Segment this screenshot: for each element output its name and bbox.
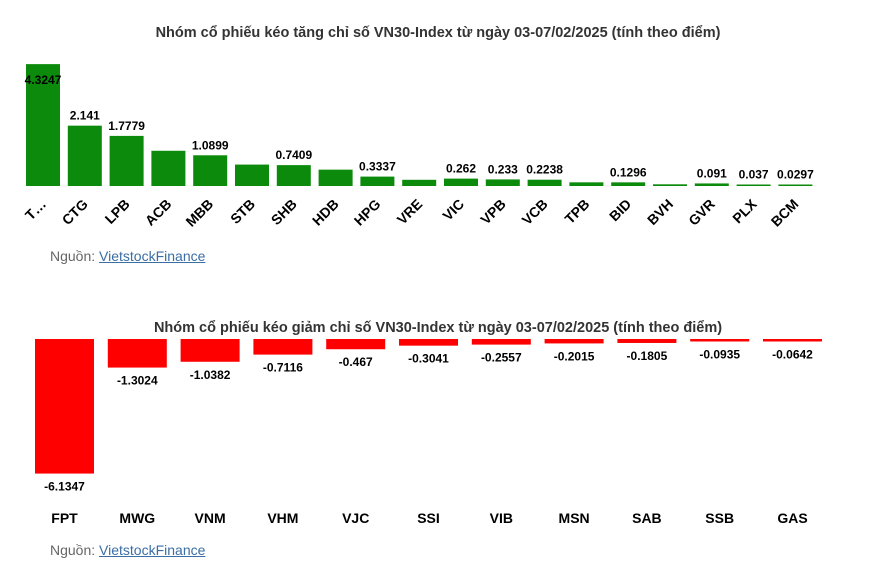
category-label: T… [22, 196, 49, 223]
value-label: 0.1296 [610, 165, 647, 179]
value-label: 0.037 [739, 168, 769, 182]
bar-vib-down [471, 339, 531, 345]
category-label: BVH [644, 196, 676, 228]
decrease-chart-title: Nhóm cổ phiếu kéo giảm chỉ số VN30-Index… [153, 320, 723, 336]
category-label: ACB [142, 196, 175, 229]
bar-mwg-down [107, 339, 167, 368]
category-label: VRE [394, 196, 426, 228]
bar-vjc-down [326, 339, 386, 350]
value-label: -0.2557 [481, 351, 522, 365]
bar-bcm-up [778, 184, 813, 186]
increase-chart-svg: 4.3247 T… 2.141 CTG 1.7779 LPB ACB 1.0899 MBB STB… [22, 64, 814, 230]
category-label: VIB [490, 510, 513, 526]
category-label: VIC [439, 196, 467, 224]
increase-chart: Nhóm cổ phiếu kéo tăng chỉ số VN30-Index… [0, 0, 876, 280]
category-label: TPB [561, 196, 592, 227]
bar-shb-up [276, 165, 311, 186]
value-label: -0.1805 [627, 349, 668, 363]
category-label: SSI [417, 510, 440, 526]
value-label: 2.141 [70, 109, 100, 123]
bar-ssb-down [690, 339, 750, 342]
value-label: 1.7779 [108, 119, 145, 133]
bar-mbb-up [193, 155, 228, 186]
bar-lpb-up [109, 135, 144, 186]
category-label: HDB [309, 196, 342, 229]
category-label: SSB [705, 510, 734, 526]
category-label: SHB [268, 196, 300, 228]
category-label: FPT [51, 510, 78, 526]
bar-hdb-up [318, 169, 353, 186]
increase-chart-title: Nhóm cổ phiếu kéo tăng chỉ số VN30-Index… [155, 25, 721, 41]
value-label: 1.0899 [192, 138, 229, 152]
category-label: VCB [519, 196, 551, 228]
decrease-chart: Nhóm cổ phiếu kéo giảm chỉ số VN30-Index… [0, 280, 876, 570]
category-label: MWG [119, 510, 155, 526]
decrease-source: Nguồn: VietstockFinance [50, 542, 205, 558]
bar-sab-down [617, 339, 677, 343]
value-label: 0.233 [488, 162, 518, 176]
increase-source: Nguồn: VietstockFinance [50, 248, 205, 264]
value-label: 0.2238 [526, 163, 563, 177]
value-label: -0.467 [339, 355, 373, 369]
bar-vhm-down [253, 339, 313, 355]
bar-msn-down [544, 339, 604, 344]
category-label: BCM [768, 196, 802, 230]
category-label: MBB [182, 196, 216, 230]
category-label: CTG [59, 196, 91, 228]
bar-vpb-up [485, 179, 520, 186]
value-label: -1.3024 [117, 374, 158, 388]
value-label: -1.0382 [190, 368, 231, 382]
bar-gvr-up [694, 183, 729, 186]
category-label: LPB [102, 196, 133, 227]
bar-gas-down [763, 339, 822, 342]
category-label: PLX [729, 195, 760, 226]
value-label: 4.3247 [25, 73, 62, 87]
value-label: -6.1347 [44, 480, 85, 494]
value-label: -0.0935 [699, 348, 740, 362]
bar-vre-up [402, 179, 437, 186]
source-link[interactable]: VietstockFinance [99, 542, 206, 558]
category-label: MSN [559, 510, 590, 526]
bar-ssi-down [399, 339, 458, 346]
value-label: -0.0642 [772, 348, 813, 362]
category-label: VHM [267, 510, 298, 526]
value-label: 0.091 [697, 166, 727, 180]
bar-tpb-up [569, 182, 604, 186]
category-label: VJC [342, 510, 369, 526]
category-label: VNM [195, 510, 226, 526]
bar-hpg-up [360, 176, 395, 186]
bar-vcb-up [527, 179, 562, 186]
bar-t-up [26, 64, 60, 186]
category-label: SAB [632, 510, 662, 526]
decrease-chart-svg: -6.1347 FPT -1.3024 MWG -1.0382 VNM -0.7116 VHM… [35, 339, 822, 526]
category-label: STB [227, 196, 258, 227]
bar-stb-up [235, 164, 269, 186]
category-label: GVR [685, 196, 718, 229]
value-label: 0.3337 [359, 160, 396, 174]
value-label: -0.7116 [263, 361, 303, 375]
category-label: BID [606, 196, 634, 224]
bar-vic-up [444, 178, 478, 186]
value-label: -0.2015 [554, 349, 595, 363]
bar-acb-up [151, 150, 186, 186]
source-link[interactable]: VietstockFinance [99, 248, 206, 264]
value-label: 0.0297 [777, 168, 814, 182]
category-label: HPG [351, 196, 384, 229]
source-prefix: Nguồn: [50, 248, 100, 264]
bar-bvh-up [653, 184, 687, 186]
bar-plx-up [736, 184, 771, 186]
bar-fpt-down [35, 339, 94, 474]
bar-vnm-down [180, 339, 240, 362]
bar-bid-up [611, 182, 646, 186]
category-label: VPB [477, 196, 509, 228]
bar-ctg-up [67, 125, 102, 186]
category-label: GAS [777, 510, 807, 526]
value-label: 0.262 [446, 162, 476, 176]
source-prefix: Nguồn: [50, 542, 100, 558]
value-label: 0.7409 [275, 148, 312, 162]
value-label: -0.3041 [408, 352, 449, 366]
